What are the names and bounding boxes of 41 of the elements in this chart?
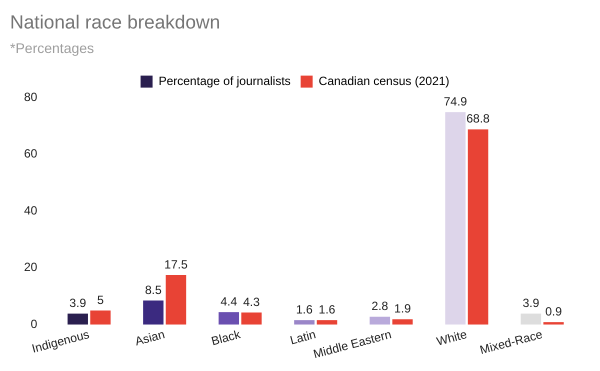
data-label: 8.5 <box>144 282 162 297</box>
data-label: 5 <box>97 292 104 307</box>
data-label: 4.3 <box>243 294 260 309</box>
data-label: 1.9 <box>394 302 412 316</box>
legend-label: Canadian census (2021) <box>318 74 450 88</box>
data-label: 2.8 <box>372 299 389 314</box>
bar <box>90 310 111 325</box>
bar <box>166 274 186 325</box>
data-label: 3.9 <box>69 296 86 310</box>
x-tick-label: Black <box>210 326 243 348</box>
data-label: 1.6 <box>296 302 314 316</box>
data-label: 3.9 <box>522 296 540 310</box>
legend-label: Percentage of journalists <box>158 74 291 88</box>
data-label: 1.6 <box>318 302 336 316</box>
data-label: 4.4 <box>220 294 238 308</box>
y-tick-label: 80 <box>24 90 38 104</box>
data-label: 68.8 <box>466 112 490 126</box>
bar <box>520 314 542 325</box>
bar <box>543 322 564 325</box>
y-tick-label: 20 <box>24 260 38 274</box>
chart-title: National race breakdown <box>10 12 220 34</box>
x-tick-label: Latin <box>288 327 318 348</box>
bar <box>468 129 488 325</box>
bar <box>392 319 413 325</box>
data-label: 0.9 <box>545 304 562 318</box>
y-tick-label: 40 <box>24 203 38 218</box>
bar <box>316 320 338 325</box>
bar <box>370 316 390 325</box>
data-label: 17.5 <box>164 257 188 272</box>
chart-subtitle: *Percentages <box>10 40 94 56</box>
y-tick-label: 0 <box>30 316 38 331</box>
bar <box>241 312 262 325</box>
x-tick-label: Asian <box>134 327 166 348</box>
bar <box>445 112 466 325</box>
bar <box>218 312 240 325</box>
y-tick-label: 60 <box>24 146 38 161</box>
data-label: 74.9 <box>444 94 468 108</box>
x-tick-label: White <box>435 327 469 349</box>
bar <box>143 300 164 325</box>
bar <box>68 314 88 325</box>
bar <box>294 320 315 325</box>
